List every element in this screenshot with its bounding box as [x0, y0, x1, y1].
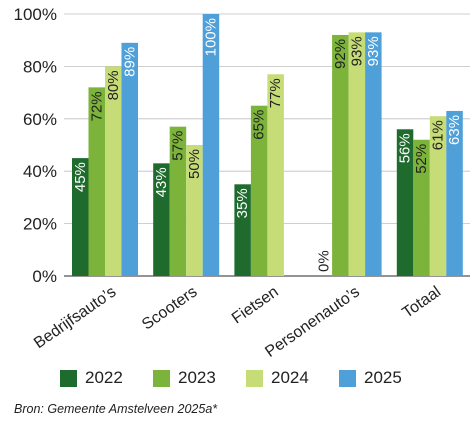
bar-data-label: 89% — [121, 47, 138, 77]
x-category-label: Scooters — [139, 283, 200, 333]
bar-data-label: 77% — [267, 78, 284, 108]
y-tick-label: 60% — [23, 110, 57, 129]
legend-item: 2022 — [60, 368, 153, 388]
y-tick-label: 100% — [14, 5, 57, 24]
bar — [169, 126, 187, 276]
source-note: Bron: Gemeente Amstelveen 2025a* — [14, 402, 218, 416]
bar — [429, 116, 447, 277]
bar-data-label: 50% — [186, 149, 203, 179]
bar-data-label: 63% — [446, 115, 463, 145]
legend-label: 2023 — [178, 368, 216, 387]
bar — [88, 87, 105, 276]
legend-label: 2024 — [271, 368, 309, 387]
bar-data-label: 61% — [430, 120, 447, 150]
bar-labels: 45%72%80%89%43%57%50%100%35%65%77%0%92% 9… — [72, 18, 463, 272]
legend-item: 2025 — [339, 368, 432, 388]
y-tick-label: 20% — [23, 215, 57, 234]
bar — [348, 32, 366, 277]
bar-data-label: 65% — [251, 110, 268, 140]
bar — [186, 145, 203, 276]
bar-data-label: 35% — [234, 188, 251, 218]
legend-item: 2024 — [246, 368, 339, 388]
bar-data-label: 0% — [315, 250, 332, 272]
bar-data-label: 52% — [413, 144, 430, 174]
bar-data-label: 93% — [365, 36, 382, 66]
legend-label: 2025 — [364, 368, 402, 387]
x-category-label: Totaal — [399, 283, 444, 321]
bars — [72, 14, 463, 277]
y-tick-label: 0% — [32, 267, 57, 286]
bar — [234, 184, 251, 276]
bar — [105, 66, 122, 277]
bar-data-label: 72% — [88, 91, 105, 121]
bar-data-label: 45% — [72, 162, 89, 192]
bar — [267, 74, 284, 276]
bar-data-label: 43% — [153, 167, 170, 197]
bar-data-label: 56% — [397, 133, 414, 163]
bar — [446, 110, 463, 276]
legend-swatch — [339, 369, 356, 387]
x-axis-categories: Bedrijfsauto’s Scooters FietsenPersonenaut… — [31, 283, 444, 361]
bar — [396, 129, 414, 276]
legend-swatch — [60, 369, 77, 387]
legend-swatch — [153, 369, 170, 387]
legend-item: 2023 — [153, 368, 246, 388]
legend-swatch — [246, 369, 263, 387]
legend: 2022 2023 2024 2025 — [60, 368, 432, 388]
bar — [202, 14, 220, 276]
bar — [365, 32, 382, 277]
bar — [121, 42, 138, 276]
bar — [72, 158, 89, 276]
bar — [413, 139, 430, 276]
y-axis-ticks: 0% 20% 40% 60% 80% 100% — [14, 5, 57, 286]
bar-data-label: 92% — [332, 39, 349, 69]
y-tick-label: 80% — [23, 57, 57, 76]
bar-data-label: 100% — [202, 18, 219, 56]
bar — [153, 163, 170, 276]
x-category-label: Bedrijfsauto’s — [31, 283, 119, 352]
bar-data-label: 80% — [105, 70, 122, 100]
legend-label: 2022 — [85, 368, 123, 387]
bar-data-label: 57% — [169, 131, 186, 161]
bar-chart: 0%20%40%60%80%100% 45%72%80%89%43%57%50%… — [14, 5, 470, 361]
bar-data-label: 93% — [348, 36, 365, 66]
bar — [250, 105, 268, 276]
y-tick-label: 40% — [23, 162, 57, 181]
x-category-label: Fietsen — [229, 283, 282, 327]
bar — [332, 34, 349, 277]
